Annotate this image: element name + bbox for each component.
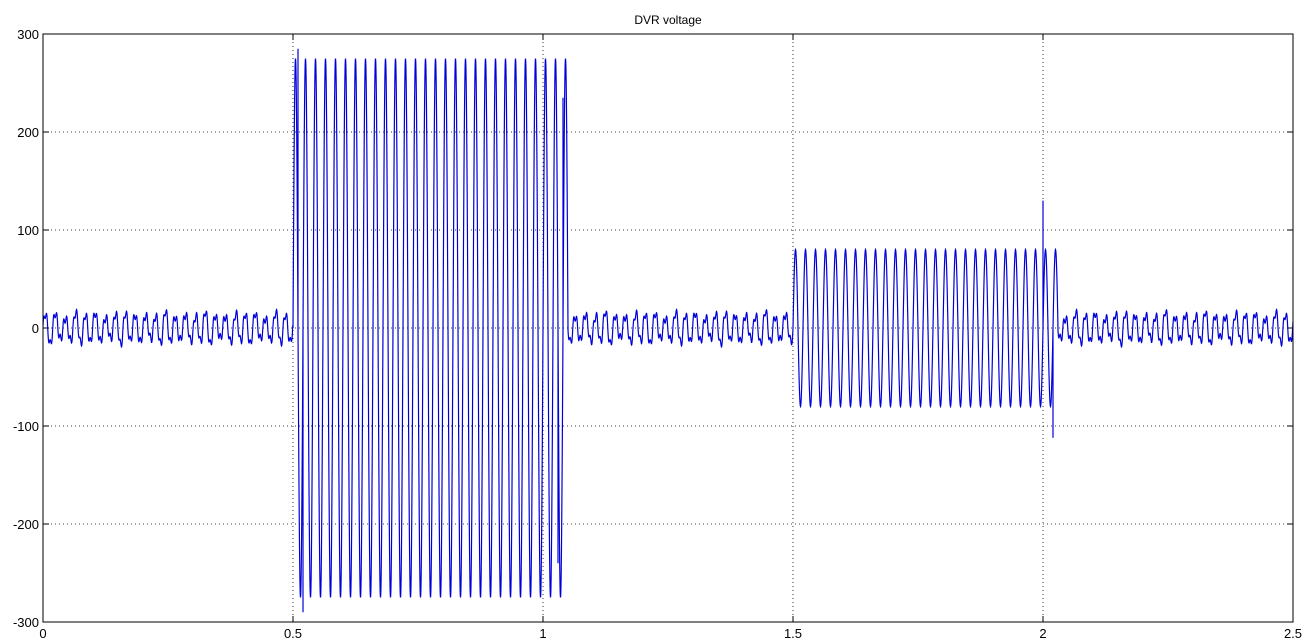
- y-tick-label: -300: [13, 615, 39, 630]
- x-tick-label: 0.5: [284, 626, 302, 641]
- y-tick-label: -100: [13, 419, 39, 434]
- tick-labels: 0 0.5 1 1.5 2 2.5 300 200 100 0 -100 -200 -300: [13, 27, 1302, 641]
- y-tick-label: 300: [17, 27, 39, 42]
- x-tick-label: 0: [39, 626, 46, 641]
- y-tick-label: 100: [17, 223, 39, 238]
- x-tick-label: 1.5: [784, 626, 802, 641]
- plot-frame: [42, 33, 1294, 623]
- y-tick-label: 200: [17, 125, 39, 140]
- x-tick-label: 1: [539, 626, 546, 641]
- y-tick-label: 0: [32, 321, 39, 336]
- grid-lines: [43, 34, 1293, 622]
- series-line-dvr-voltage: [42, 48, 1294, 613]
- x-tick-label: 2: [1039, 626, 1046, 641]
- x-tick-label: 2.5: [1284, 626, 1302, 641]
- chart-title: DVR voltage: [634, 13, 702, 27]
- y-tick-label: -200: [13, 517, 39, 532]
